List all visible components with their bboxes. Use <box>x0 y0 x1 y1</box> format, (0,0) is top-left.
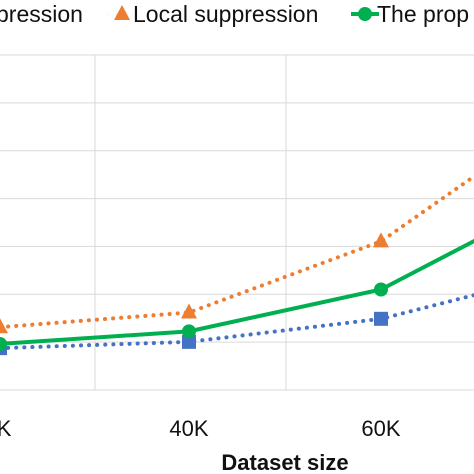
chart-gridlines <box>0 54 474 391</box>
legend-marker-circle <box>358 7 372 21</box>
legend-label: pression <box>0 1 83 27</box>
x-axis-title: Dataset size <box>221 450 348 474</box>
data-point-the-proposed <box>182 324 196 339</box>
series-line-the-proposed <box>0 238 474 346</box>
chart-legend: pression Local suppression The prop <box>0 1 469 27</box>
legend-marker-triangle <box>114 5 130 20</box>
legend-label: Local suppression <box>133 1 318 27</box>
data-point-local-suppression <box>373 232 389 248</box>
series-line-local-suppression <box>0 173 474 330</box>
legend-label: The prop <box>377 1 469 27</box>
x-tick-label: 40K <box>169 416 208 441</box>
x-tick-label: 0K <box>0 416 12 441</box>
data-point-global-suppression <box>182 334 196 349</box>
chart-series <box>0 173 474 356</box>
data-point-the-proposed <box>374 282 388 297</box>
x-axis-ticks: 0K 40K 60K <box>0 416 401 441</box>
data-point-global-suppression <box>374 311 388 326</box>
data-point-local-suppression <box>0 318 8 334</box>
data-point-local-suppression <box>181 303 197 319</box>
data-point-the-proposed <box>0 336 7 351</box>
series-line-global-suppression <box>0 293 474 351</box>
x-tick-label: 60K <box>361 416 400 441</box>
